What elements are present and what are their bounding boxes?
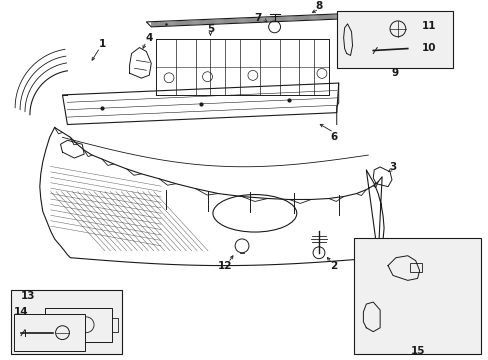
Text: 14: 14 xyxy=(14,307,28,317)
Text: 5: 5 xyxy=(206,24,214,34)
Bar xyxy=(409,263,421,273)
Text: 15: 15 xyxy=(409,346,424,356)
Text: 3: 3 xyxy=(388,162,396,172)
Text: 2: 2 xyxy=(329,261,337,271)
Text: 7: 7 xyxy=(254,13,261,23)
Text: 6: 6 xyxy=(329,132,337,142)
Text: 13: 13 xyxy=(20,291,35,301)
Bar xyxy=(336,11,452,68)
Text: 9: 9 xyxy=(390,68,398,78)
Bar xyxy=(354,238,480,354)
Bar xyxy=(14,314,85,351)
Text: 10: 10 xyxy=(421,42,436,53)
Bar xyxy=(11,290,122,354)
Text: 1: 1 xyxy=(98,39,105,49)
Text: 12: 12 xyxy=(218,261,232,271)
Text: 8: 8 xyxy=(315,1,322,11)
Text: 4: 4 xyxy=(145,33,153,43)
Text: 11: 11 xyxy=(421,21,436,31)
